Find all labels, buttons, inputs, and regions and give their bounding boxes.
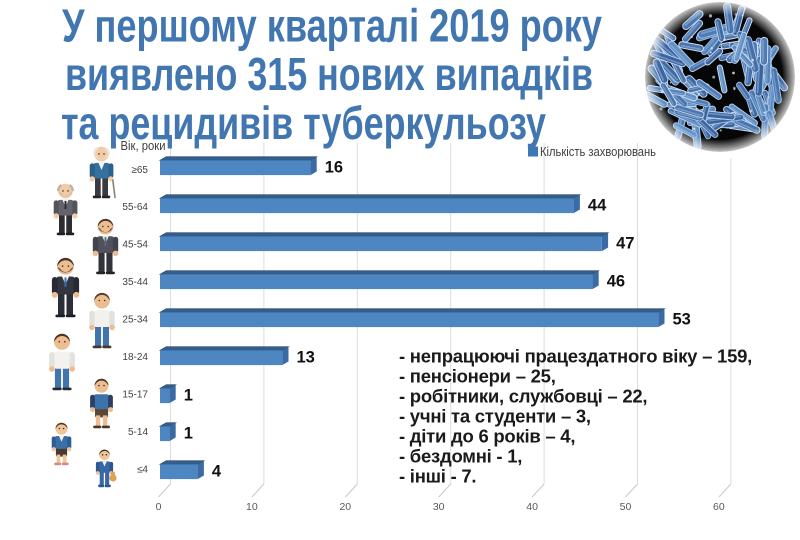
svg-text:45-54: 45-54 [122,240,148,251]
svg-text:10: 10 [246,501,258,513]
svg-text:виявлено 315 нових випадків: виявлено 315 нових випадків [65,48,593,100]
svg-text:- діти до 6 років – 4,: - діти до 6 років – 4, [399,426,575,447]
svg-text:- непрацюючі працездатного вік: - непрацюючі працездатного віку – 159, [399,346,752,367]
svg-text:15-17: 15-17 [122,390,148,401]
svg-text:1: 1 [184,425,193,443]
svg-text:- інші - 7.: - інші - 7. [399,466,476,487]
svg-text:18-24: 18-24 [122,352,148,363]
svg-text:4: 4 [212,463,222,481]
svg-text:13: 13 [297,349,315,367]
svg-text:40: 40 [526,501,538,513]
svg-text:0: 0 [156,501,162,513]
svg-text:- учні та студенти – 3,: - учні та студенти – 3, [399,406,591,427]
svg-text:46: 46 [607,273,625,291]
svg-text:1: 1 [184,387,193,405]
svg-text:55-64: 55-64 [122,202,148,213]
svg-text:44: 44 [588,197,607,215]
svg-text:- бездомні - 1,: - бездомні - 1, [399,446,522,467]
svg-text:50: 50 [620,501,632,513]
svg-text:60: 60 [713,501,725,513]
svg-text:16: 16 [325,159,343,177]
svg-text:30: 30 [433,501,445,513]
svg-text:20: 20 [339,501,351,513]
svg-text:≤4: ≤4 [137,464,148,475]
svg-text:35-44: 35-44 [122,277,148,288]
svg-text:53: 53 [673,311,691,329]
svg-text:та рецидивів туберкульозу: та рецидивів туберкульозу [61,97,546,149]
svg-text:≥65: ≥65 [131,165,148,176]
svg-text:25-34: 25-34 [122,315,148,326]
svg-text:У першому кварталі 2019 року: У першому кварталі 2019 року [62,0,602,51]
svg-text:- пенсіонери – 25,: - пенсіонери – 25, [399,366,556,387]
svg-text:Кількість захворювань: Кількість захворювань [540,144,656,159]
svg-text:5-14: 5-14 [128,427,148,438]
svg-text:- робітники, службовці – 22,: - робітники, службовці – 22, [399,386,647,407]
svg-text:Вік, роки: Вік, роки [121,138,166,153]
svg-text:47: 47 [616,235,634,253]
